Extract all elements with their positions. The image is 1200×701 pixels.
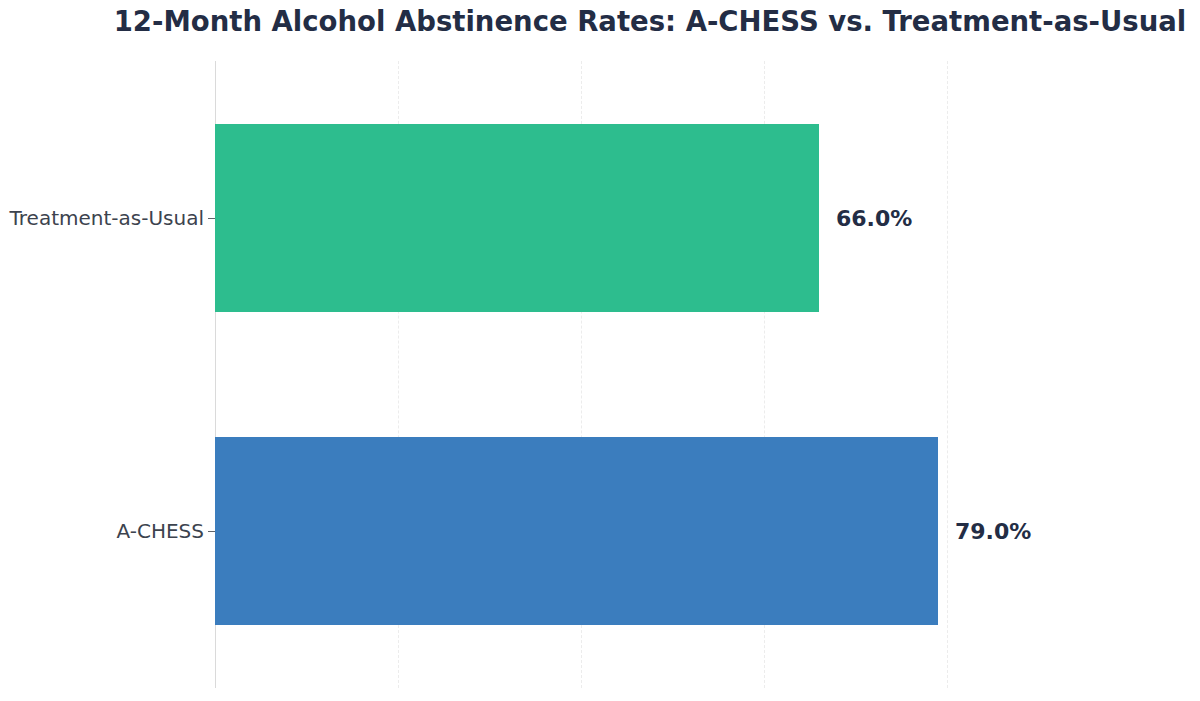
y-tick-mark [208, 531, 215, 532]
x-gridline [947, 61, 948, 688]
chart: 12-Month Alcohol Abstinence Rates: A-CHE… [0, 0, 1200, 701]
y-tick-label: A-CHESS [117, 519, 205, 543]
bar-value-label: 79.0% [955, 519, 1031, 544]
bar-treatment-as-usual [215, 124, 819, 312]
bar-value-label: 66.0% [836, 205, 912, 230]
bar-a-chess [215, 437, 938, 625]
plot-area: Treatment-as-Usual 66.0% A-CHESS 79.0% [0, 0, 1200, 701]
y-tick-mark [208, 218, 215, 219]
y-tick-label: Treatment-as-Usual [10, 206, 204, 230]
